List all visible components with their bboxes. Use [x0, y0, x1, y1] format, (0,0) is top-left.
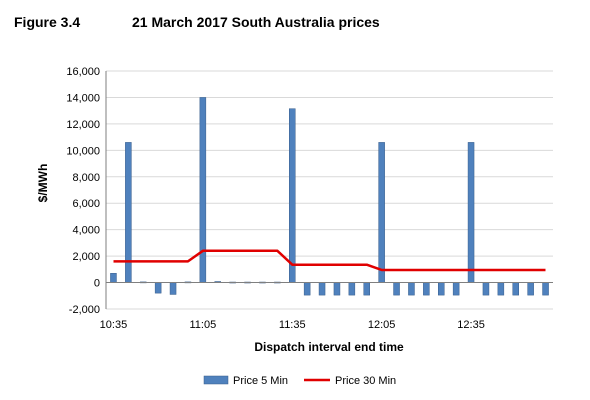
line-series [113, 249, 546, 272]
bar-10:55 [169, 282, 177, 295]
bar-12:30 [452, 282, 460, 296]
bar-10:50 [154, 282, 162, 294]
y-tick-label: 6,000 [72, 198, 100, 210]
bar-13:00 [542, 282, 549, 296]
x-tick-labels: 10:35 11:05 11:35 12:05 12:35 [100, 319, 485, 331]
y-tick-label: 16,000 [66, 66, 100, 78]
legend-bar-swatch [203, 375, 229, 385]
y-axis-title: $/MWh [36, 164, 50, 203]
gridlines [106, 70, 553, 310]
bar-11:55 [348, 282, 356, 296]
figure-label: Figure 3.4 [14, 14, 81, 30]
figure-title: 21 March 2017 South Australia prices [132, 14, 380, 30]
bar-12:40 [482, 282, 490, 296]
bar-12:55 [527, 282, 534, 296]
bar-12:15 [408, 282, 415, 296]
bar-12:25 [438, 282, 445, 296]
x-tick-label: 11:35 [279, 319, 306, 331]
y-tick-label: 2,000 [72, 251, 100, 263]
y-tick-label: 4,000 [72, 225, 100, 237]
bar-12:20 [423, 282, 430, 296]
bar-12:10 [393, 282, 400, 296]
bar-11:40 [303, 282, 311, 296]
bar-11:35 [289, 108, 296, 283]
legend: Price 5 Min Price 30 Min [203, 375, 396, 387]
bar-11:50 [333, 282, 341, 296]
y-tick-labels: -2,000 0 2,000 4,000 6,000 8,000 10,000 12,000 1… [66, 66, 100, 316]
y-tick-label: 0 [94, 278, 100, 290]
bar-12:50 [512, 282, 519, 296]
legend-label-bar: Price 5 Min [233, 375, 288, 387]
bar-12:35 [467, 142, 475, 283]
y-tick-label: 12,000 [66, 119, 100, 131]
x-axis-title: Dispatch interval end time [254, 340, 404, 354]
bar-12:45 [497, 282, 505, 296]
y-tick-label: 10,000 [66, 145, 100, 157]
x-tick-label: 12:05 [368, 319, 396, 331]
y-tick-label: 8,000 [72, 172, 100, 184]
price-30-min-line [113, 249, 546, 272]
y-tick-label: 14,000 [66, 92, 100, 104]
x-tick-label: 10:35 [100, 319, 128, 331]
bar-series [110, 97, 549, 296]
bar-11:05 [199, 97, 207, 283]
bar-12:00 [363, 282, 370, 296]
bar-12:05 [378, 142, 385, 283]
legend-label-line: Price 30 Min [335, 375, 396, 387]
x-tick-label: 12:35 [457, 319, 485, 331]
x-tick-label: 11:05 [189, 319, 216, 331]
y-tick-label: -2,000 [69, 304, 100, 316]
bar-11:45 [318, 282, 326, 296]
bar-10:35 [110, 273, 117, 283]
